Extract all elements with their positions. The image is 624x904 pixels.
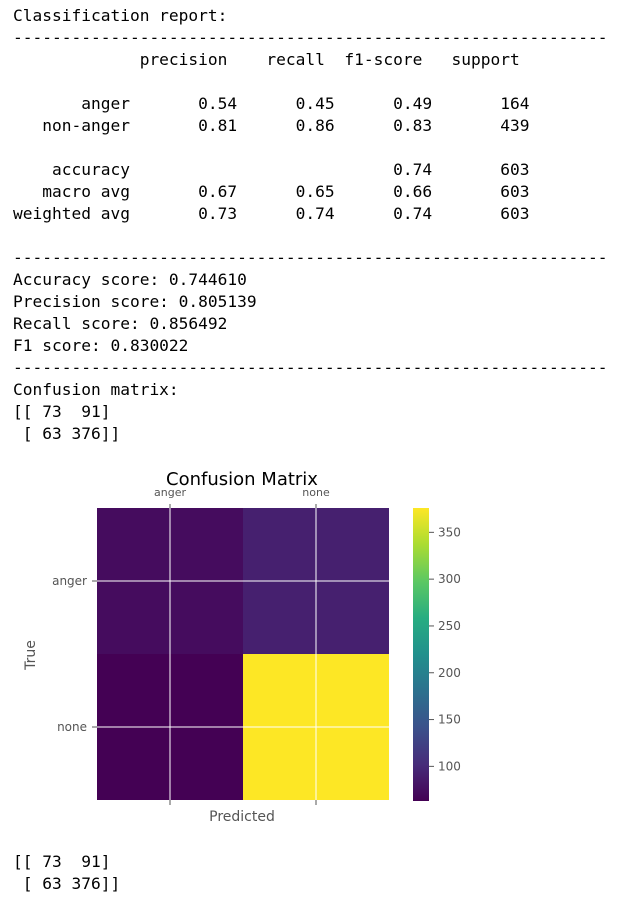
report-heading: Classification report: [13, 6, 228, 25]
report-row-non-anger: non-anger 0.81 0.86 0.83 439 [13, 116, 530, 135]
accuracy-score: Accuracy score: 0.744610 [13, 270, 247, 289]
y-axis-label: True [23, 640, 39, 671]
report-header-row: precision recall f1-score support [13, 50, 520, 69]
report-row-accuracy: accuracy 0.74 603 [13, 160, 530, 179]
x-tick-label-top-none: none [302, 486, 330, 499]
report-row-macro-avg: macro avg 0.67 0.65 0.66 603 [13, 182, 530, 201]
colorbar-tick-label: 100 [438, 759, 461, 773]
x-tick-label-top-anger: anger [154, 486, 186, 499]
chart-title: Confusion Matrix [166, 469, 318, 490]
colorbar-tick-label: 150 [438, 713, 461, 727]
x-axis-label: Predicted [209, 809, 275, 825]
colorbar-tick-label: 300 [438, 572, 461, 586]
colorbar-tick-label: 200 [438, 666, 461, 680]
f1-score: F1 score: 0.830022 [13, 336, 189, 355]
y-tick-label-anger: anger [52, 574, 87, 588]
confusion-matrix-svg: anger none anger none 100 150 200 250 300 350 Co… [23, 469, 461, 825]
report-row-anger: anger 0.54 0.45 0.49 164 [13, 94, 530, 113]
separator-bottom: ----------------------------------------… [13, 358, 608, 377]
colorbar-tick-label: 350 [438, 525, 461, 539]
colorbar-tick-label: 250 [438, 619, 461, 633]
precision-score: Precision score: 0.805139 [13, 292, 257, 311]
confusion-matrix-line-1: [[ 73 91] [13, 402, 111, 421]
report-row-weighted-avg: weighted avg 0.73 0.74 0.74 603 [13, 204, 530, 223]
confusion-matrix-chart: anger none anger none 100 150 200 250 300 350 Co… [0, 460, 624, 840]
confusion-matrix-line-1-bottom: [[ 73 91] [13, 852, 111, 871]
recall-score: Recall score: 0.856492 [13, 314, 228, 333]
y-tick-label-none: none [57, 720, 87, 734]
confusion-matrix-line-2-bottom: [ 63 376]] [13, 874, 121, 893]
confusion-matrix-heading: Confusion matrix: [13, 380, 179, 399]
separator-mid: ----------------------------------------… [13, 248, 608, 267]
separator-top: ----------------------------------------… [13, 28, 608, 47]
colorbar [413, 508, 429, 801]
confusion-matrix-line-2: [ 63 376]] [13, 424, 121, 443]
